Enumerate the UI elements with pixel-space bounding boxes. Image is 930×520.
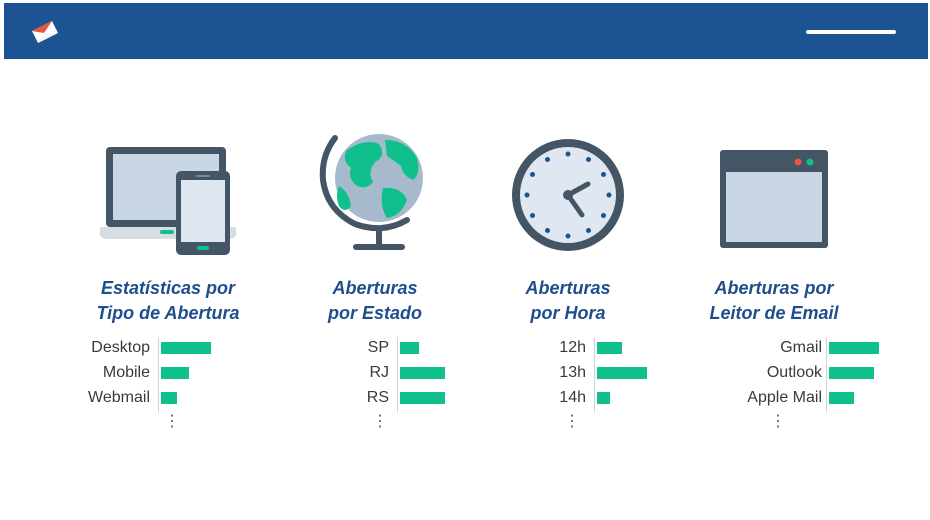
list-item: 14h xyxy=(468,387,668,412)
row-label: 14h xyxy=(559,389,586,406)
axis-line xyxy=(158,337,159,412)
more-ellipsis: ⋮ xyxy=(564,413,580,430)
stat-bar xyxy=(829,367,874,379)
row-label: Webmail xyxy=(88,389,150,406)
axis-line xyxy=(826,337,827,412)
list-item: Desktop xyxy=(68,337,268,362)
row-label: Apple Mail xyxy=(747,389,822,406)
row-label: Gmail xyxy=(780,339,822,356)
row-label: RJ xyxy=(369,364,389,381)
list-item: RS xyxy=(275,387,475,412)
row-label: Mobile xyxy=(102,364,150,381)
stat-bar xyxy=(829,392,854,404)
browser-window-icon xyxy=(720,150,828,248)
stat-bar xyxy=(161,342,211,354)
column-title: Aberturas por Leitor de Email xyxy=(709,278,839,323)
stat-bar xyxy=(597,392,610,404)
list-item: Apple Mail xyxy=(674,387,874,412)
row-label: 13h xyxy=(559,364,586,381)
clock-icon xyxy=(512,139,624,251)
stat-bar xyxy=(400,342,419,354)
stat-bar xyxy=(400,367,445,379)
more-ellipsis: ⋮ xyxy=(770,413,786,430)
devices-icon xyxy=(100,147,236,255)
stats-list: Desktop Mobile Webmail xyxy=(68,337,268,412)
globe-icon xyxy=(319,134,423,250)
row-label: Desktop xyxy=(91,339,150,356)
menu-line-icon[interactable] xyxy=(806,30,896,34)
stat-bar xyxy=(597,342,622,354)
list-item: Webmail xyxy=(68,387,268,412)
row-label: Outlook xyxy=(766,364,822,381)
list-item: Outlook xyxy=(674,362,874,387)
column-title: Aberturas por Hora xyxy=(525,278,611,323)
stat-bar xyxy=(161,367,189,379)
column-title: Estatísticas por Tipo de Abertura xyxy=(96,278,240,323)
envelope-logo-icon[interactable] xyxy=(30,19,60,45)
list-item: SP xyxy=(275,337,475,362)
row-label: RS xyxy=(366,389,389,406)
row-label: 12h xyxy=(559,339,586,356)
list-item: Mobile xyxy=(68,362,268,387)
more-ellipsis: ⋮ xyxy=(372,413,388,430)
top-header-bar xyxy=(4,3,928,59)
list-item: Gmail xyxy=(674,337,879,362)
list-item: 12h xyxy=(468,337,668,362)
list-item: RJ xyxy=(275,362,475,387)
stats-list: SP RJ RS xyxy=(275,337,475,412)
axis-line xyxy=(397,337,398,412)
axis-line xyxy=(594,337,595,412)
row-label: SP xyxy=(367,339,389,356)
stat-bar xyxy=(829,342,879,354)
stats-list: 12h 13h 14h xyxy=(468,337,668,412)
stats-list: Gmail Outlook Apple Mail xyxy=(674,337,879,412)
list-item: 13h xyxy=(468,362,668,387)
stat-bar xyxy=(597,367,647,379)
stat-bar xyxy=(161,392,177,404)
column-title: Aberturas por Estado xyxy=(327,278,422,323)
stat-bar xyxy=(400,392,445,404)
more-ellipsis: ⋮ xyxy=(164,413,180,430)
